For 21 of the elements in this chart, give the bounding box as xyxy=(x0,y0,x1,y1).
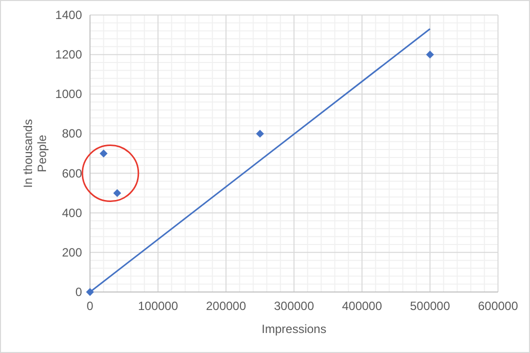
point xyxy=(426,50,434,59)
y-tick-label: 800 xyxy=(62,126,82,141)
y-tick-label: 400 xyxy=(62,206,82,220)
y-tick-label: 600 xyxy=(62,166,82,180)
x-tick-label: 300000 xyxy=(274,299,314,313)
y-tick-label: 200 xyxy=(62,245,82,260)
x-tick-label: 100000 xyxy=(138,299,178,313)
x-tick-label: 200000 xyxy=(206,299,246,313)
point xyxy=(113,189,122,198)
x-tick-label: 600000 xyxy=(478,299,518,313)
y-tick-label: 1200 xyxy=(55,48,82,62)
x-tick-label: 0 xyxy=(86,299,94,313)
y-tick-label: 0 xyxy=(75,285,82,299)
point xyxy=(100,150,108,158)
x-axis-title: Impressions xyxy=(262,322,326,336)
y-axis-title: In thousands People xyxy=(21,119,49,188)
x-tick-label: 400000 xyxy=(342,299,382,313)
x-tick-label: 500000 xyxy=(410,299,450,313)
point xyxy=(256,130,264,138)
y-tick-label: 1400 xyxy=(55,8,82,22)
y-tick-label: 1000 xyxy=(55,87,82,102)
